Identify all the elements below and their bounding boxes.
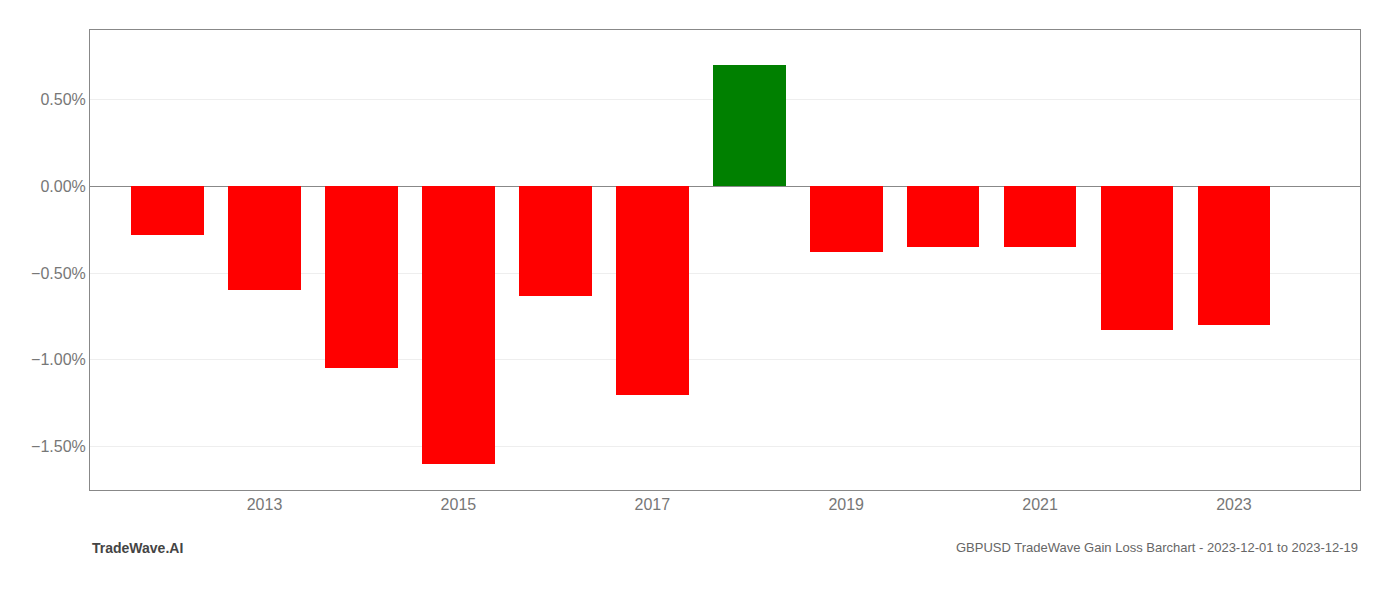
svg-text:0.00%: 0.00% [40,178,85,195]
svg-text:−1.50%: −1.50% [31,438,86,455]
svg-text:GBPUSD TradeWave Gain Loss Bar: GBPUSD TradeWave Gain Loss Barchart - 20… [956,540,1358,555]
svg-text:TradeWave.AI: TradeWave.AI [92,540,183,556]
svg-text:2013: 2013 [247,496,283,513]
svg-text:2015: 2015 [441,496,477,513]
svg-text:2023: 2023 [1216,496,1252,513]
svg-text:2019: 2019 [828,496,864,513]
svg-text:−0.50%: −0.50% [31,265,86,282]
svg-text:−1.00%: −1.00% [31,351,86,368]
svg-text:2017: 2017 [634,496,670,513]
svg-text:0.50%: 0.50% [40,91,85,108]
svg-text:2021: 2021 [1022,496,1058,513]
